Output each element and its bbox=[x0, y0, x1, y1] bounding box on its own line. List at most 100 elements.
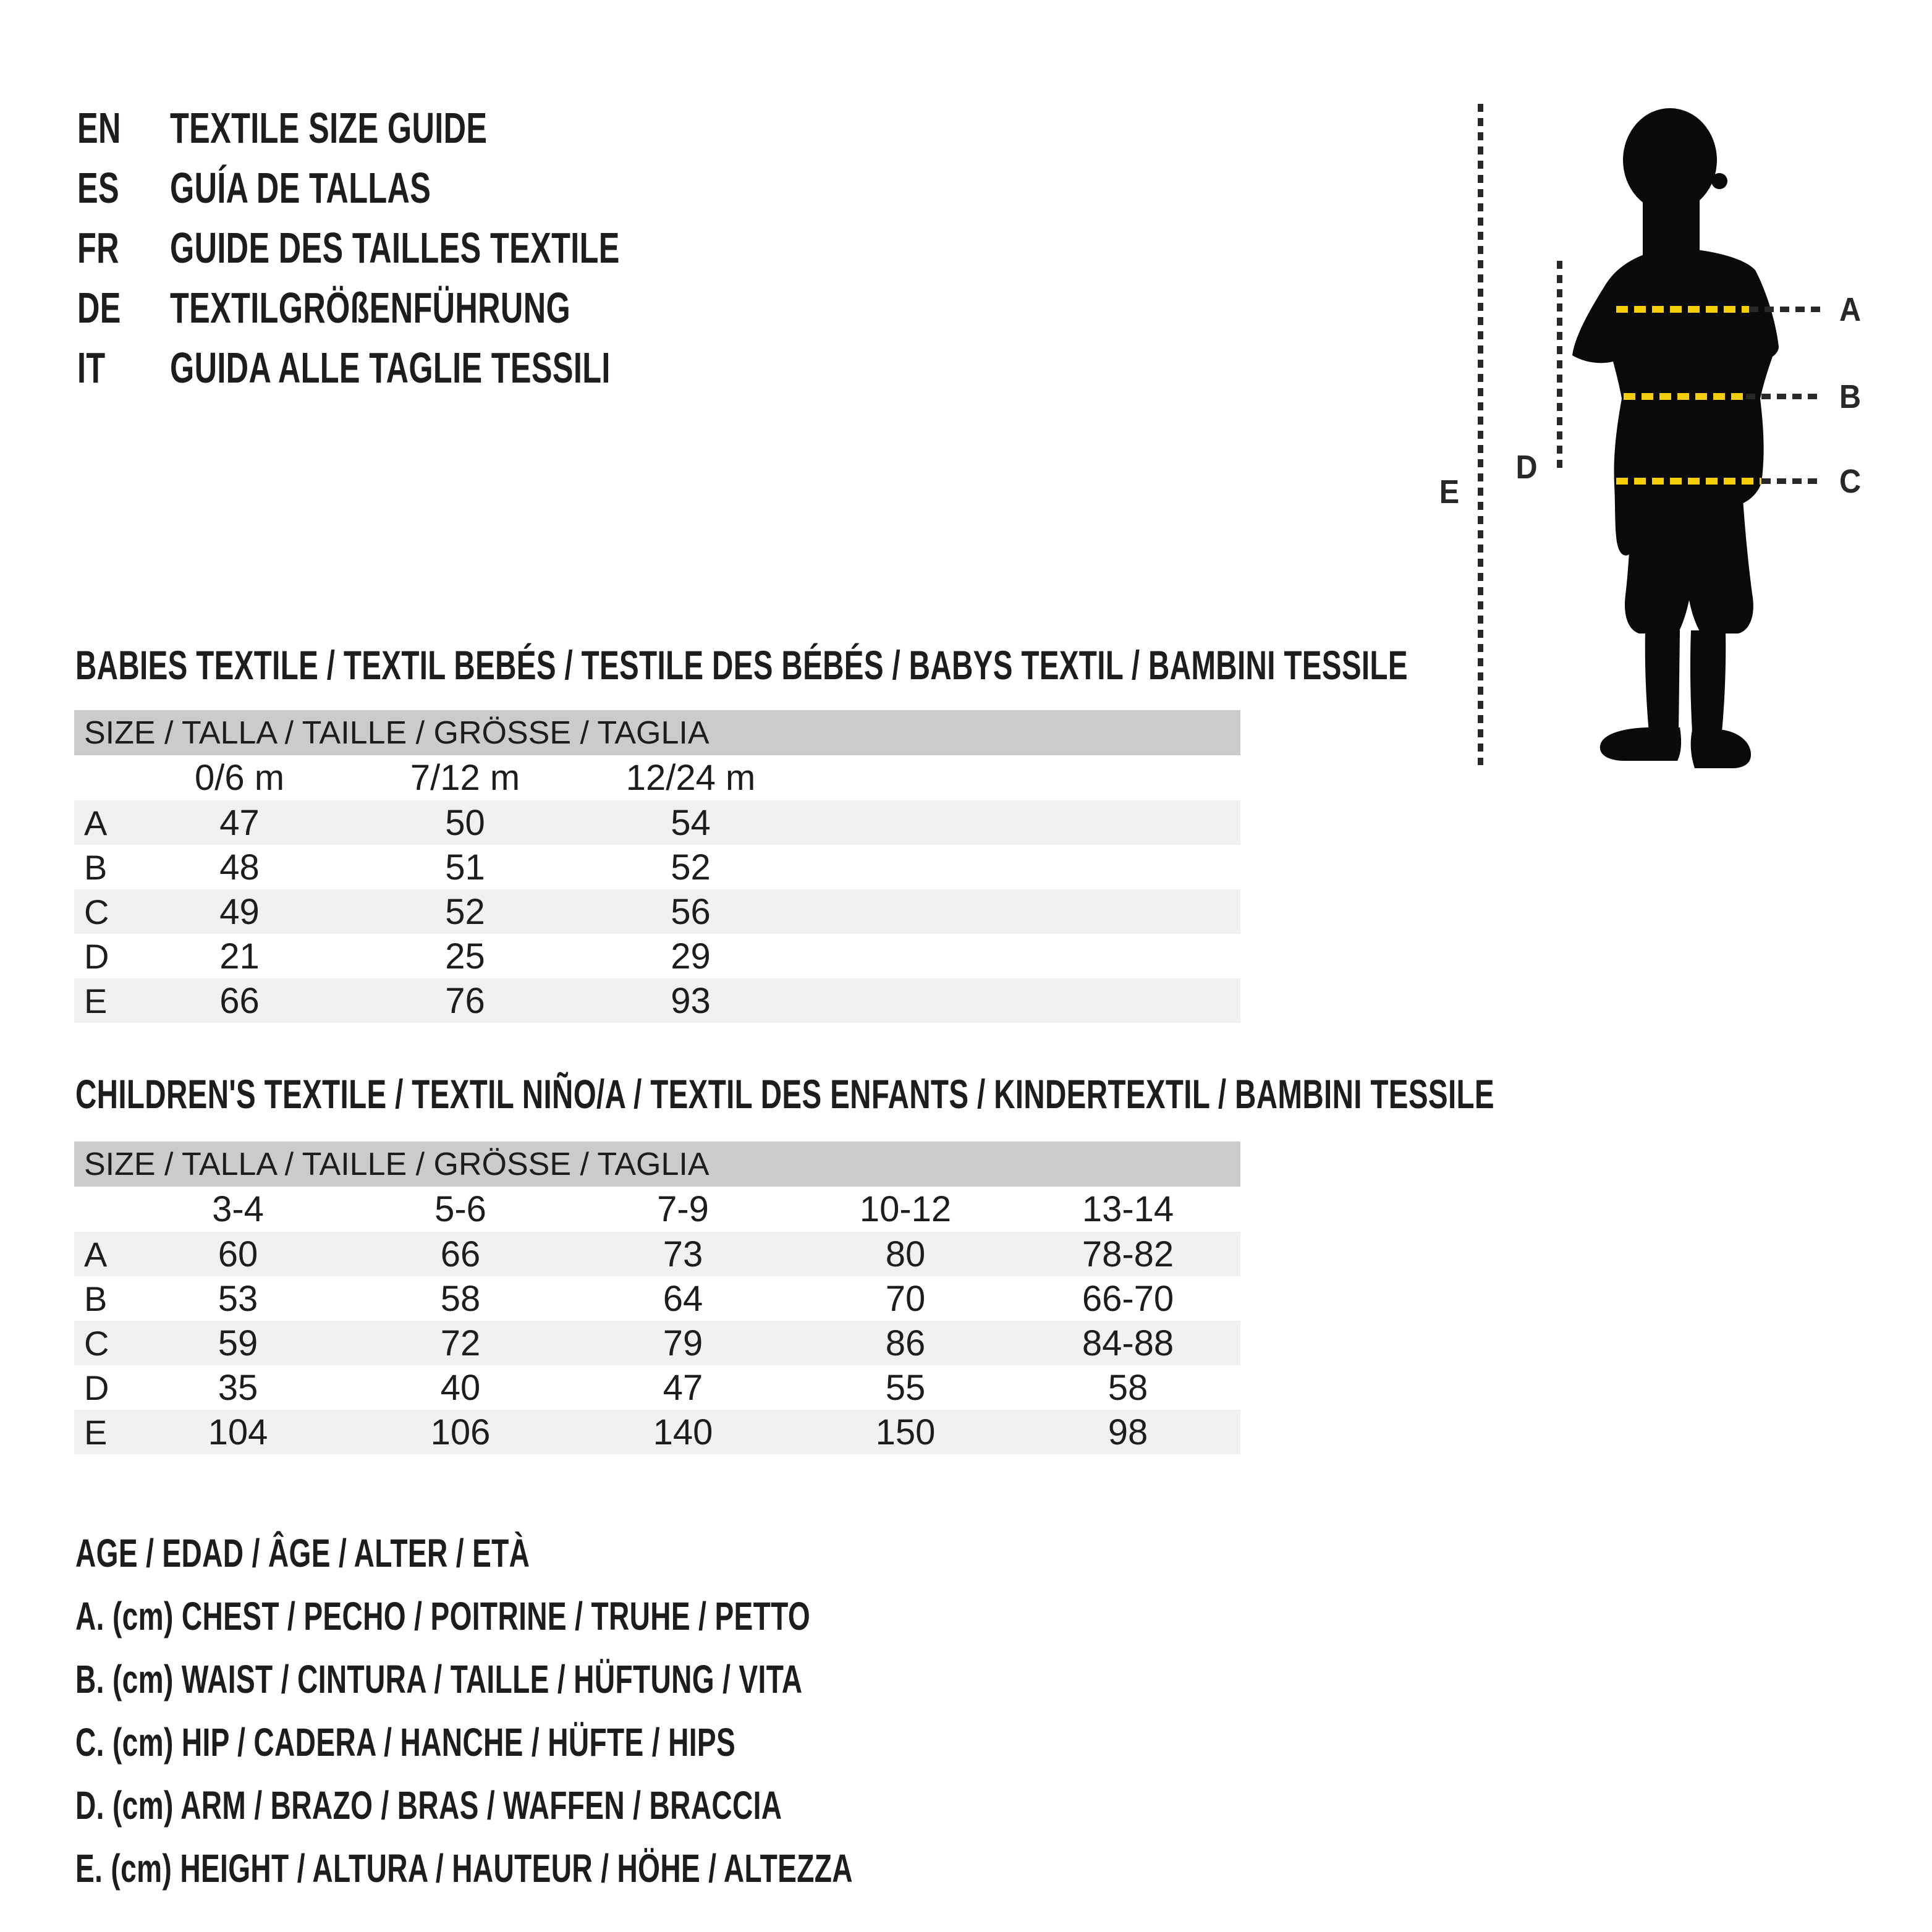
language-row-en: EN TEXTILE SIZE GUIDE bbox=[77, 98, 795, 158]
language-code: DE bbox=[77, 283, 121, 332]
table-cell: 80 bbox=[885, 1234, 926, 1274]
legend-line-chest: A. (cm) CHEST / PECHO / POITRINE / TRUHE… bbox=[75, 1594, 811, 1638]
figure-label-d: D bbox=[1515, 449, 1538, 486]
table-row-c: C 59 72 79 86 84-88 bbox=[74, 1321, 1240, 1365]
black-dash-segment bbox=[1761, 478, 1823, 484]
table-row-d: D 21 25 29 bbox=[74, 934, 1240, 978]
children-column-header-row: 3-4 5-6 7-9 10-12 13-14 bbox=[74, 1187, 1240, 1232]
legend-line-arm: D. (cm) ARM / BRAZO / BRAS / WAFFEN / BR… bbox=[75, 1783, 782, 1828]
table-cell: 58 bbox=[1108, 1367, 1148, 1408]
babies-size-table: SIZE / TALLA / TAILLE / GRÖSSE / TAGLIA … bbox=[74, 710, 1240, 1023]
row-label: B bbox=[84, 1279, 108, 1318]
measurement-figure: E D A B bbox=[1421, 99, 1891, 779]
table-row-b: B 48 51 52 bbox=[74, 845, 1240, 889]
table-cell: 25 bbox=[445, 936, 485, 977]
table-cell: 66 bbox=[219, 980, 260, 1021]
size-header-text: SIZE / TALLA / TAILLE / GRÖSSE / TAGLIA bbox=[84, 1146, 710, 1182]
column-header: 7/12 m bbox=[410, 758, 520, 798]
row-label: D bbox=[84, 1368, 109, 1407]
legend-line-height: E. (cm) HEIGHT / ALTURA / HAUTEUR / HÖHE… bbox=[75, 1846, 853, 1891]
table-cell: 29 bbox=[671, 936, 711, 977]
row-label: C bbox=[84, 1323, 109, 1363]
column-header: 0/6 m bbox=[194, 758, 285, 798]
table-cell: 76 bbox=[445, 980, 485, 1021]
table-cell: 70 bbox=[885, 1278, 926, 1319]
table-cell: 79 bbox=[663, 1323, 703, 1363]
language-title: GUIDE DES TAILLES TEXTILE bbox=[170, 223, 620, 272]
row-label: A bbox=[84, 803, 108, 842]
row-label: D bbox=[84, 936, 109, 976]
size-header-text: SIZE / TALLA / TAILLE / GRÖSSE / TAGLIA bbox=[84, 714, 710, 751]
language-code: ES bbox=[77, 163, 119, 212]
table-cell: 150 bbox=[875, 1412, 936, 1452]
size-header-bar: SIZE / TALLA / TAILLE / GRÖSSE / TAGLIA bbox=[74, 710, 1240, 755]
column-header: 7-9 bbox=[657, 1189, 709, 1229]
waist-measure-line-b: B bbox=[1624, 380, 1863, 413]
table-cell: 59 bbox=[218, 1323, 258, 1363]
language-code: IT bbox=[77, 343, 106, 392]
table-cell: 56 bbox=[671, 891, 711, 932]
size-header-bar: SIZE / TALLA / TAILLE / GRÖSSE / TAGLIA bbox=[74, 1142, 1240, 1187]
row-label: C bbox=[84, 892, 109, 931]
table-cell: 54 bbox=[671, 802, 711, 843]
legend-line-age: AGE / EDAD / ÂGE / ALTER / ETÀ bbox=[75, 1531, 530, 1575]
legend-line-waist: B. (cm) WAIST / CINTURA / TAILLE / HÜFTU… bbox=[75, 1657, 803, 1701]
language-code: FR bbox=[77, 223, 119, 272]
table-cell: 35 bbox=[218, 1367, 258, 1408]
language-code: EN bbox=[77, 103, 121, 152]
table-cell: 86 bbox=[885, 1323, 926, 1363]
language-row-es: ES GUÍA DE TALLAS bbox=[77, 158, 795, 218]
table-cell: 47 bbox=[663, 1367, 703, 1408]
table-cell: 104 bbox=[208, 1412, 268, 1452]
table-cell: 60 bbox=[218, 1234, 258, 1274]
table-cell: 52 bbox=[445, 891, 485, 932]
table-cell: 66-70 bbox=[1082, 1278, 1174, 1319]
black-dash-segment bbox=[1746, 394, 1823, 399]
table-cell: 47 bbox=[219, 802, 260, 843]
table-row-e: E 66 76 93 bbox=[74, 978, 1240, 1023]
arm-measure-line-d bbox=[1557, 261, 1562, 470]
language-title: TEXTILE SIZE GUIDE bbox=[170, 103, 488, 152]
table-cell: 52 bbox=[671, 847, 711, 888]
table-row-a: A 47 50 54 bbox=[74, 800, 1240, 845]
language-title: GUÍA DE TALLAS bbox=[170, 163, 431, 212]
column-header: 3-4 bbox=[212, 1189, 264, 1229]
figure-label-e: E bbox=[1439, 473, 1460, 511]
babies-section-title: BABIES TEXTILE / TEXTIL BEBÉS / TESTILE … bbox=[75, 642, 1408, 688]
column-header: 5-6 bbox=[434, 1189, 486, 1229]
table-cell: 78-82 bbox=[1082, 1234, 1174, 1274]
table-cell: 21 bbox=[219, 936, 260, 977]
column-header: 12/24 m bbox=[625, 758, 756, 798]
language-title: TEXTILGRÖßENFÜHRUNG bbox=[170, 283, 571, 332]
column-header: 10-12 bbox=[859, 1189, 952, 1229]
table-cell: 72 bbox=[440, 1323, 481, 1363]
yellow-dash-segment bbox=[1616, 478, 1761, 485]
table-cell: 50 bbox=[445, 802, 485, 843]
table-cell: 40 bbox=[440, 1367, 481, 1408]
yellow-dash-segment bbox=[1624, 393, 1746, 400]
table-cell: 73 bbox=[663, 1234, 703, 1274]
row-label: B bbox=[84, 847, 108, 887]
table-row-d: D 35 40 47 55 58 bbox=[74, 1365, 1240, 1410]
table-cell: 48 bbox=[219, 847, 260, 888]
black-dash-segment bbox=[1749, 307, 1823, 312]
table-row-b: B 53 58 64 70 66-70 bbox=[74, 1276, 1240, 1321]
children-section-title: CHILDREN'S TEXTILE / TEXTIL NIÑO/A / TEX… bbox=[75, 1071, 1494, 1117]
column-header: 13-14 bbox=[1082, 1189, 1174, 1229]
table-cell: 106 bbox=[430, 1412, 491, 1452]
table-cell: 55 bbox=[885, 1367, 926, 1408]
table-cell: 53 bbox=[218, 1278, 258, 1319]
chest-measure-line-a: A bbox=[1616, 293, 1863, 326]
row-label: A bbox=[84, 1234, 108, 1274]
children-size-table: SIZE / TALLA / TAILLE / GRÖSSE / TAGLIA … bbox=[74, 1142, 1240, 1454]
language-row-de: DE TEXTILGRÖßENFÜHRUNG bbox=[77, 278, 795, 337]
table-cell: 51 bbox=[445, 847, 485, 888]
language-title-list: EN TEXTILE SIZE GUIDE ES GUÍA DE TALLAS … bbox=[77, 98, 795, 397]
table-cell: 84-88 bbox=[1082, 1323, 1174, 1363]
table-cell: 49 bbox=[219, 891, 260, 932]
language-row-fr: FR GUIDE DES TAILLES TEXTILE bbox=[77, 218, 795, 278]
yellow-dash-segment bbox=[1616, 306, 1749, 313]
table-cell: 93 bbox=[671, 980, 711, 1021]
height-measure-line-e bbox=[1478, 104, 1483, 765]
